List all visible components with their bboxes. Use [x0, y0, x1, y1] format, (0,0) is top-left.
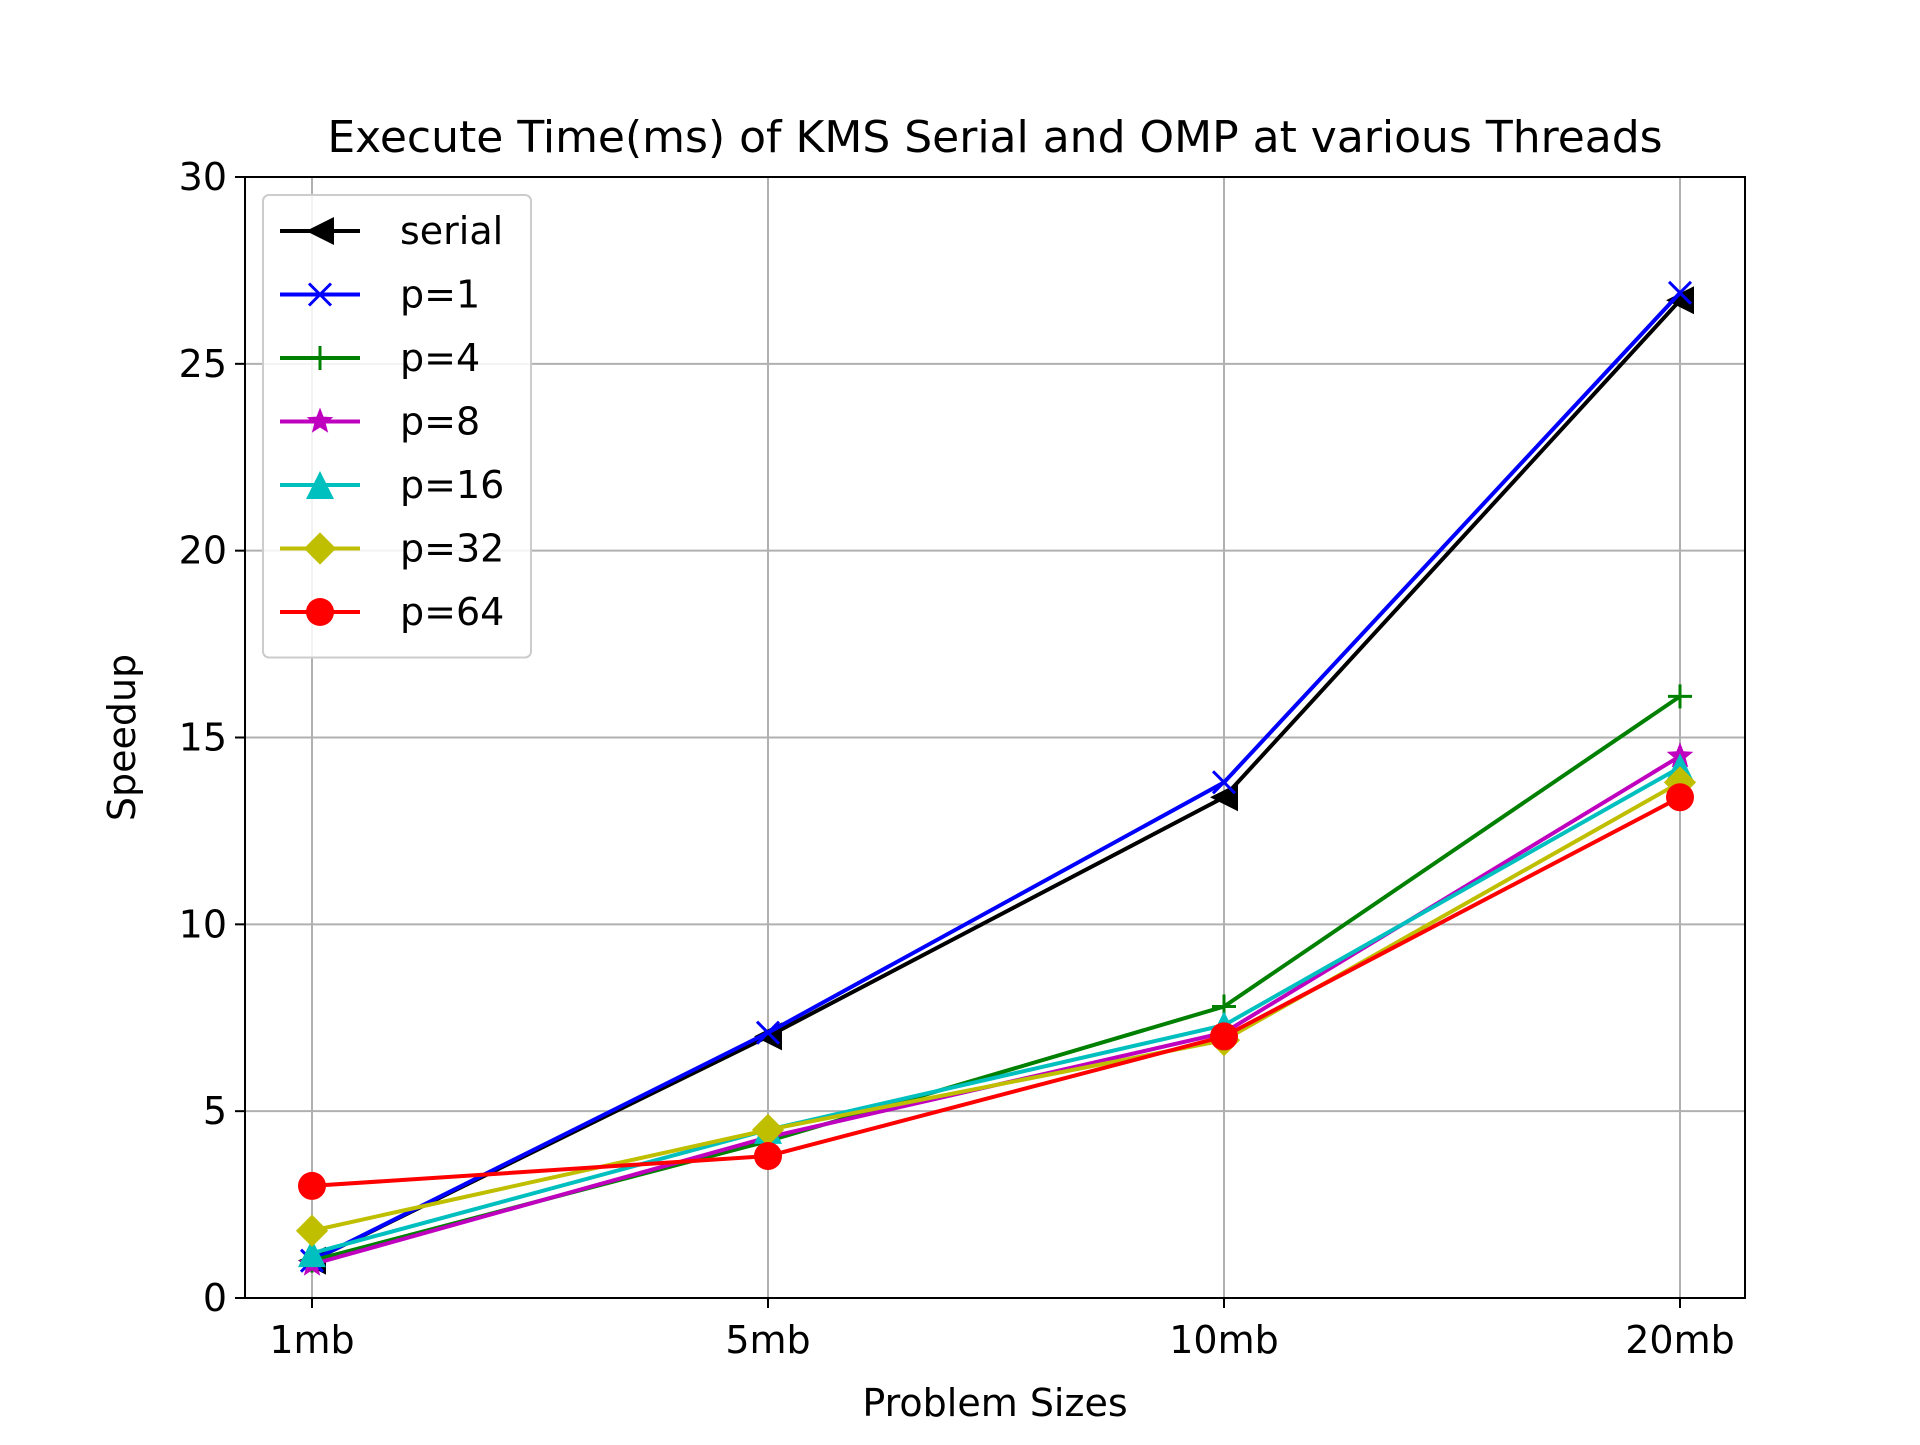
legend-label: p=32	[400, 527, 504, 571]
legend-marker	[306, 217, 334, 245]
legend-item: p=16	[280, 463, 504, 507]
legend-marker	[306, 598, 334, 626]
legend-item: p=1	[280, 273, 480, 317]
series-line	[311, 754, 1682, 1267]
legend-item: serial	[280, 209, 503, 253]
legend-box	[262, 194, 532, 659]
data-point	[1667, 280, 1693, 305]
legend-label: p=16	[400, 463, 504, 507]
legend-marker	[307, 282, 333, 307]
x-tick-label: 10mb	[1169, 1318, 1279, 1362]
data-point	[298, 1171, 326, 1200]
legend-item: p=64	[280, 590, 504, 634]
x-axis-label: Problem Sizes	[862, 1381, 1127, 1425]
series-line	[311, 694, 1682, 1263]
chart-title: Execute Time(ms) of KMS Serial and OMP a…	[327, 112, 1662, 163]
y-tick-label: 10	[179, 902, 227, 946]
series-line	[311, 765, 1681, 1256]
y-tick-label: 0	[203, 1276, 227, 1320]
y-tick-label: 25	[179, 342, 227, 386]
data-point	[1210, 1022, 1238, 1051]
legend-item: p=8	[280, 400, 480, 444]
data-point	[755, 1020, 781, 1045]
series-line	[311, 291, 1682, 1263]
data-point	[751, 1113, 785, 1146]
data-point	[1666, 783, 1694, 812]
legend: serial p=1 p=4 p=8 p=16 p=32 p=64	[262, 194, 532, 659]
series-line	[311, 780, 1681, 1233]
y-tick-label: 20	[179, 529, 227, 573]
legend-item: p=4	[280, 336, 480, 380]
legend-label: p=64	[400, 590, 504, 634]
legend-marker	[306, 471, 334, 499]
legend-label: p=4	[400, 336, 480, 380]
y-tick-label: 30	[179, 155, 227, 199]
data-point	[754, 1142, 782, 1171]
data-point	[1663, 766, 1697, 799]
series-p=4	[300, 684, 1692, 1273]
axes: 1mb 5mb 10mb 20mb 0 5 10 15 20 25 30	[179, 155, 1735, 1362]
data-point	[1211, 770, 1237, 795]
legend-label: p=1	[400, 273, 480, 317]
y-tick-label: 5	[203, 1089, 227, 1133]
data-point	[1668, 684, 1692, 709]
y-axis-label: Speedup	[100, 654, 144, 821]
legend-marker	[308, 346, 332, 370]
series-layer	[295, 280, 1697, 1276]
legend-label: serial	[400, 209, 503, 253]
series-p=8	[298, 742, 1694, 1276]
series-line	[311, 795, 1681, 1188]
x-tick-label: 1mb	[269, 1318, 354, 1362]
y-tick-label: 15	[179, 716, 227, 760]
data-point	[298, 1239, 326, 1268]
series-p=64	[298, 783, 1694, 1200]
data-point	[295, 1214, 329, 1247]
data-point	[1666, 286, 1694, 315]
x-tick-label: 20mb	[1625, 1318, 1735, 1362]
legend-marker	[303, 532, 337, 565]
x-tick-label: 5mb	[725, 1318, 810, 1362]
legend-label: p=8	[400, 400, 480, 444]
legend-item: p=32	[280, 527, 504, 571]
legend-marker	[306, 407, 334, 433]
